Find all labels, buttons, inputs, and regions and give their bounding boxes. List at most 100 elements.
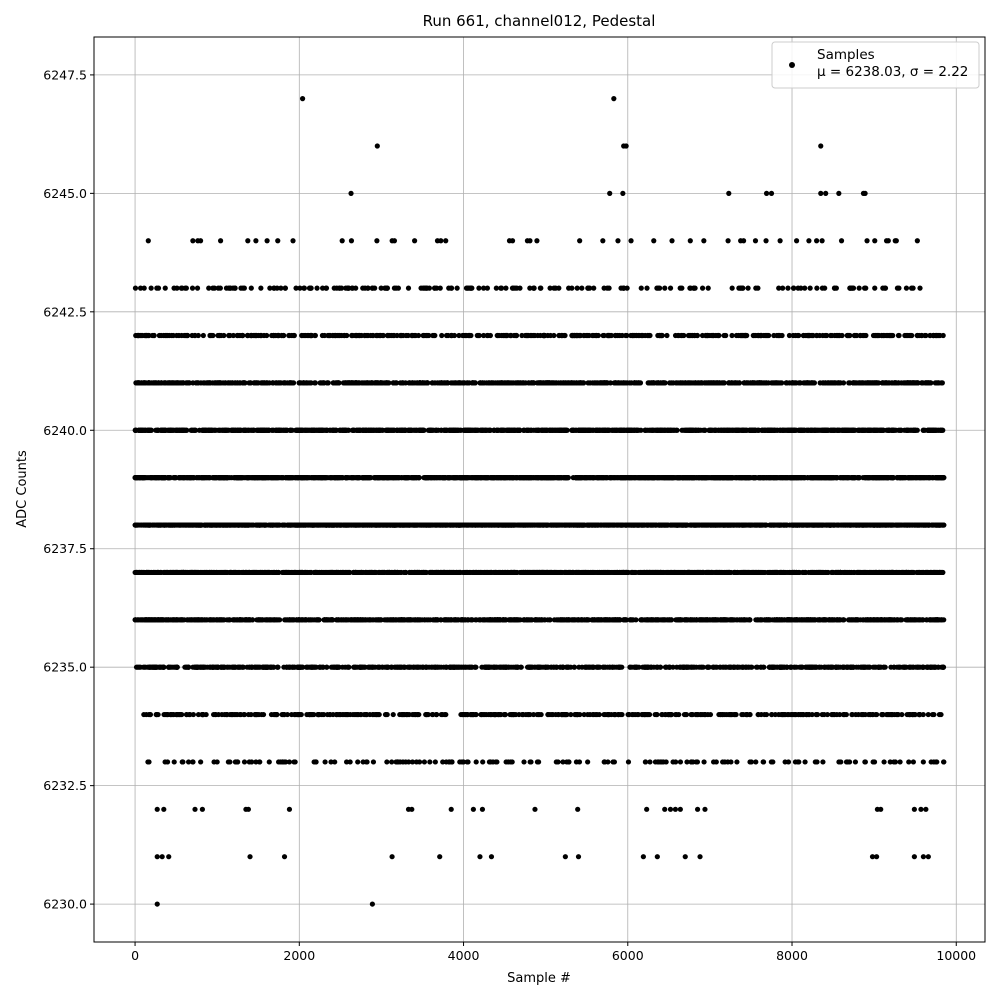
data-point [898, 380, 904, 386]
data-point [162, 475, 169, 481]
data-point [465, 380, 471, 386]
data-point [547, 285, 553, 291]
data-point [729, 332, 735, 339]
data-point [813, 427, 819, 433]
data-point [245, 238, 251, 244]
data-point [579, 285, 585, 291]
data-point [373, 380, 379, 386]
data-point [269, 427, 275, 433]
data-point [203, 427, 209, 433]
data-point [816, 475, 822, 481]
data-point [743, 380, 749, 386]
data-point [348, 238, 355, 244]
data-point [217, 427, 223, 433]
data-point [178, 380, 184, 386]
data-point [673, 380, 679, 386]
data-point [391, 238, 398, 244]
data-point [297, 285, 303, 291]
data-point [363, 380, 369, 386]
data-point [409, 427, 415, 433]
data-point [235, 332, 241, 339]
data-point [835, 380, 841, 386]
data-point [672, 332, 679, 339]
data-point [132, 427, 139, 433]
data-point [846, 332, 852, 339]
data-point [287, 427, 293, 433]
data-point [166, 380, 172, 386]
data-point [555, 475, 561, 481]
data-point [770, 380, 776, 386]
data-point [468, 285, 474, 291]
data-point [851, 427, 857, 433]
data-point [229, 427, 235, 433]
data-point [136, 332, 142, 339]
data-point [872, 380, 878, 386]
data-point [669, 238, 675, 244]
data-point [757, 332, 763, 339]
data-point [634, 380, 640, 386]
data-point [802, 475, 808, 481]
data-point [902, 332, 908, 339]
data-point [638, 285, 644, 291]
data-point [565, 380, 571, 386]
data-point [872, 238, 878, 244]
data-point [832, 427, 839, 433]
data-point [664, 427, 670, 433]
data-point [777, 238, 783, 244]
data-point [148, 427, 155, 433]
data-point [662, 475, 668, 481]
data-point [137, 285, 144, 291]
data-point [361, 427, 367, 433]
data-point [914, 427, 920, 433]
data-point [762, 427, 768, 433]
data-point [249, 332, 255, 339]
data-point [685, 332, 692, 339]
data-point [229, 475, 235, 481]
data-point [857, 380, 863, 386]
data-point [545, 332, 551, 339]
data-point [607, 475, 613, 481]
data-point [657, 332, 663, 339]
data-point [873, 475, 879, 481]
data-point [450, 427, 456, 433]
data-point [499, 475, 505, 481]
data-point [596, 427, 602, 433]
data-point [605, 332, 611, 339]
data-point [556, 332, 562, 339]
data-point [744, 475, 750, 481]
data-point [796, 427, 802, 433]
data-point [378, 285, 384, 291]
data-point [379, 380, 385, 386]
data-point [704, 380, 710, 386]
data-point [763, 238, 769, 244]
data-point [828, 380, 834, 386]
data-point [224, 475, 230, 481]
data-point [860, 332, 866, 339]
data-point [546, 427, 552, 433]
data-point [192, 332, 198, 339]
data-point [190, 238, 196, 244]
data-point [719, 427, 725, 433]
data-point [264, 238, 270, 244]
data-point [750, 380, 756, 386]
data-point [690, 427, 696, 433]
data-point [423, 285, 430, 291]
data-point [651, 380, 657, 386]
data-point [806, 332, 812, 339]
data-point [670, 475, 676, 481]
data-point [151, 380, 157, 386]
data-point [766, 475, 772, 481]
data-point [930, 475, 936, 481]
data-point [197, 238, 204, 244]
data-point [621, 427, 627, 433]
data-point [226, 285, 232, 291]
data-point [290, 238, 296, 244]
data-point [600, 332, 606, 339]
data-point [480, 475, 487, 481]
data-point [739, 475, 745, 481]
data-point [556, 380, 562, 386]
data-point [699, 285, 706, 291]
data-point [258, 285, 264, 291]
data-point [814, 238, 820, 244]
data-point [368, 427, 374, 433]
